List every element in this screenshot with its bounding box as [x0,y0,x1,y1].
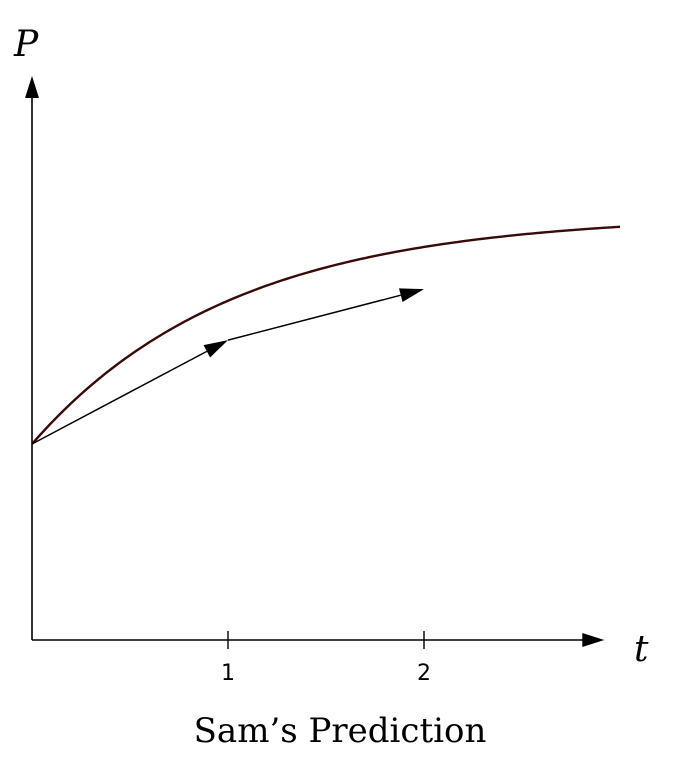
x-tick-label-1: 1 [221,661,235,686]
prediction-arrow-2-head [399,288,424,302]
solution-curve [31,225,621,445]
x-axis-arrowhead [582,633,605,647]
prediction-arrow-1-shaft [31,350,208,445]
x-axis-label: t [634,629,649,670]
y-axis-arrowhead [25,76,39,98]
chart-caption: Sam’s Prediction [194,711,487,751]
prediction-arrows [31,288,424,445]
prediction-arrow-1-head [203,340,228,358]
y-axis-label: P [13,24,39,65]
x-tick-label-2: 2 [417,661,431,686]
prediction-arrow-2-shaft [227,294,401,341]
